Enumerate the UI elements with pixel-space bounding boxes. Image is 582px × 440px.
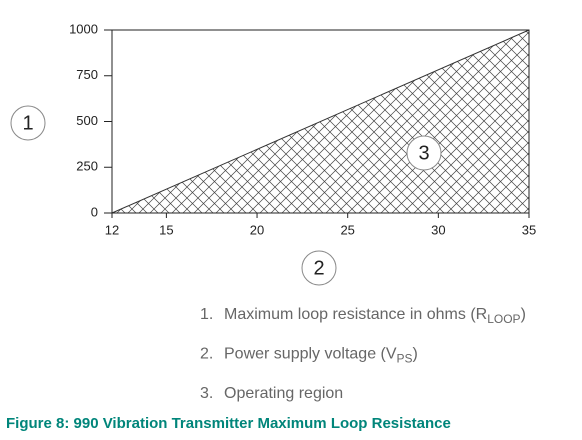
x-tick-label: 30	[431, 222, 445, 237]
note-text-main: Power supply voltage (V	[224, 346, 397, 363]
callout-label: 1	[22, 112, 33, 134]
note-number: 2.	[200, 346, 213, 363]
callout-circle	[301, 250, 337, 286]
callout-label: 2	[313, 257, 324, 279]
x-tick-label: 15	[159, 222, 173, 237]
y-tick-label: 1000	[69, 21, 98, 36]
line	[111, 29, 530, 214]
note-text: Operating region	[224, 385, 343, 402]
callout-circle	[406, 135, 442, 171]
note-number: 3.	[200, 385, 213, 402]
y-tick-label: 0	[91, 204, 98, 219]
y-tick-label: 500	[76, 113, 98, 128]
note-text-main: Maximum loop resistance in ohms (R	[224, 306, 487, 323]
x-tick-label: 35	[522, 222, 536, 237]
figure-caption: Figure 8: 990 Vibration Transmitter Maxi…	[6, 415, 451, 432]
notes: 1. Maximum loop resistance in ohms (RLOOP…	[200, 306, 526, 402]
x-tick-label: 20	[250, 222, 264, 237]
note-text: Power supply voltage (VPS)	[224, 346, 418, 366]
callout-label: 3	[418, 142, 429, 164]
x-tick-label: 25	[340, 222, 354, 237]
note-text: Maximum loop resistance in ohms (RLOOP)	[224, 306, 526, 326]
note-text-end: )	[413, 346, 418, 363]
callout-circle	[10, 105, 46, 141]
y-tick-label: 750	[76, 67, 98, 82]
note-number: 1.	[200, 306, 213, 323]
note-subscript: LOOP	[487, 312, 520, 326]
x-tick-label: 12	[105, 222, 119, 237]
y-tick-label: 250	[76, 159, 98, 174]
note-subscript: PS	[397, 352, 413, 366]
note-text-main: Operating region	[224, 385, 343, 402]
note-text-end: )	[521, 306, 526, 323]
